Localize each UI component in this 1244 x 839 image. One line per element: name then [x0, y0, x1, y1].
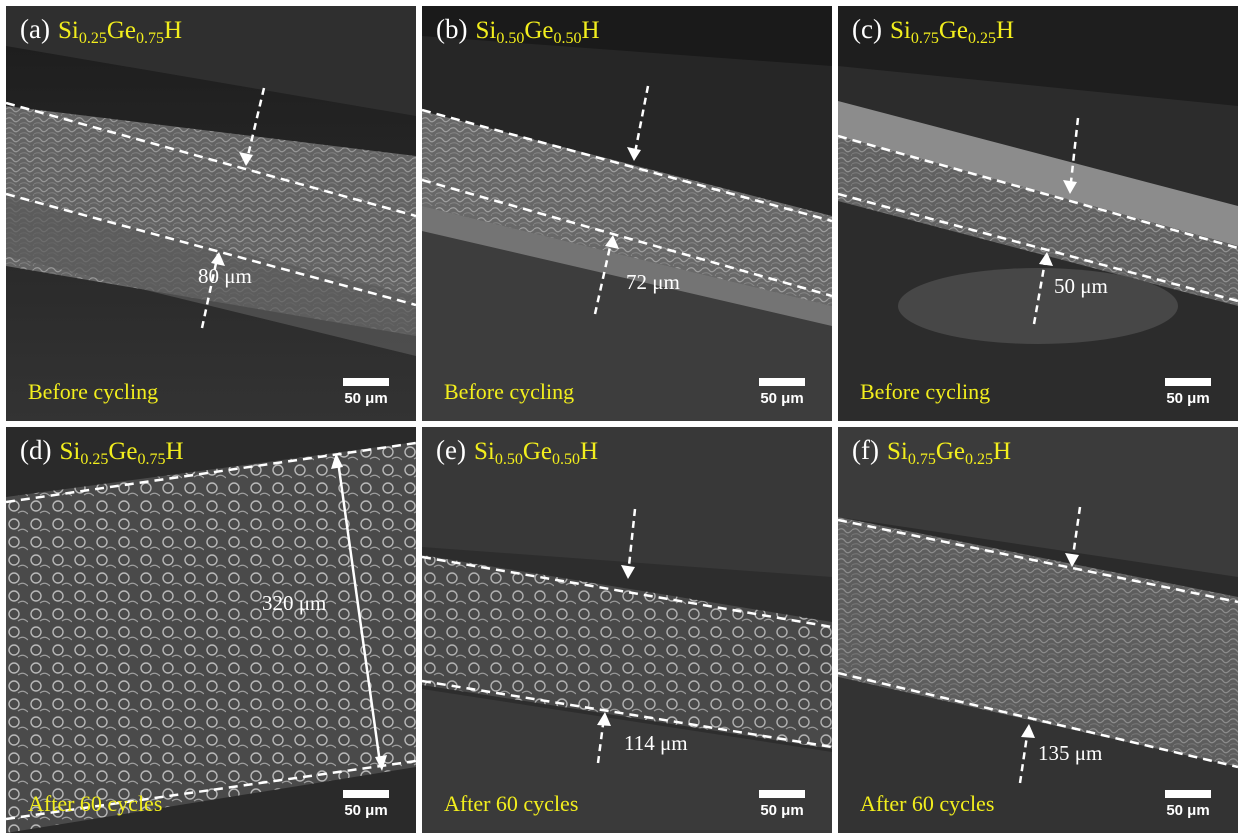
panel-letter: (b)	[436, 14, 468, 44]
sem-panel-a: (a) Si0.25Ge0.75H 80 μm Before cycling 50…	[6, 6, 416, 421]
sem-image-f	[838, 427, 1238, 833]
thickness-label-e: 114 μm	[624, 731, 688, 755]
scale-bar-b: 50 μm	[750, 378, 814, 407]
panel-label-b: (b) Si0.50Ge0.50H	[436, 12, 600, 56]
sem-image-d	[6, 427, 416, 833]
thickness-label-a: 80 μm	[198, 264, 252, 288]
panel-letter: (e)	[436, 435, 466, 465]
ge-subscript: 0.50	[553, 30, 582, 47]
scale-bar-text: 50 μm	[1166, 802, 1210, 819]
ge-subscript: 0.75	[137, 451, 166, 468]
sem-image-e	[422, 427, 832, 833]
scale-bar-e: 50 μm	[750, 790, 814, 819]
scale-bar-line	[1165, 790, 1211, 798]
panel-label-e: (e) Si0.50Ge0.50H	[436, 433, 598, 477]
sem-panel-b: (b) Si0.50Ge0.50H 72 μm Before cycling 50…	[422, 6, 832, 421]
si-subscript: 0.25	[78, 30, 107, 47]
panel-letter: (d)	[20, 435, 52, 465]
sem-image-a	[6, 6, 416, 421]
sem-image-b	[422, 6, 832, 421]
panel-letter: (f)	[852, 435, 879, 465]
scale-bar-line	[759, 378, 805, 386]
sem-panel-f: (f) Si0.75Ge0.25H 135 μm After 60 cycles …	[838, 427, 1238, 833]
scale-bar-line	[343, 790, 389, 798]
panel-label-a: (a) Si0.25Ge0.75H	[20, 12, 182, 56]
scale-bar-a: 50 μm	[334, 378, 398, 407]
scale-bar-c: 50 μm	[1156, 378, 1220, 407]
thickness-label-f: 135 μm	[1038, 741, 1103, 765]
sem-panel-c: (c) Si0.75Ge0.25H 50 μm Before cycling 50…	[838, 6, 1238, 421]
cycling-state-e: After 60 cycles	[444, 791, 579, 816]
thickness-label-b: 72 μm	[626, 270, 680, 294]
scale-bar-line	[759, 790, 805, 798]
cycling-state-a: Before cycling	[28, 379, 159, 404]
scale-bar-text: 50 μm	[760, 802, 804, 819]
scale-bar-text: 50 μm	[344, 390, 388, 407]
cycling-state-d: After 60 cycles	[28, 791, 163, 816]
scale-bar-d: 50 μm	[334, 790, 398, 819]
ge-subscript: 0.25	[967, 30, 996, 47]
scale-bar-text: 50 μm	[1166, 390, 1210, 407]
cycling-state-b: Before cycling	[444, 379, 575, 404]
scale-bar-line	[1165, 378, 1211, 386]
scale-bar-f: 50 μm	[1156, 790, 1220, 819]
scale-bar-line	[343, 378, 389, 386]
ge-subscript: 0.75	[135, 30, 164, 47]
scale-bar-text: 50 μm	[760, 390, 804, 407]
ge-subscript: 0.50	[551, 451, 580, 468]
composition-label: Si0.50Ge0.50H	[475, 17, 600, 47]
scale-bar-text: 50 μm	[344, 802, 388, 819]
cycling-state-f: After 60 cycles	[860, 791, 995, 816]
composition-label: Si0.25Ge0.75H	[59, 438, 184, 468]
composition-label: Si0.50Ge0.50H	[473, 438, 599, 468]
si-subscript: 0.25	[80, 451, 109, 468]
cycling-state-c: Before cycling	[860, 379, 991, 404]
panel-letter: (a)	[20, 14, 50, 44]
sem-panel-d: (d) Si0.25Ge0.75H 320 μm After 60 cycles …	[6, 427, 416, 833]
si-subscript: 0.50	[496, 30, 525, 47]
panel-label-d: (d) Si0.25Ge0.75H	[20, 433, 184, 477]
panel-label-f: (f) Si0.75Ge0.25H	[852, 433, 1011, 477]
sem-image-c	[838, 6, 1238, 421]
si-subscript: 0.75	[907, 451, 936, 468]
composition-label: Si0.75Ge0.25H	[886, 438, 1012, 468]
composition-label: Si0.75Ge0.25H	[889, 17, 1015, 47]
sem-panel-e: (e) Si0.50Ge0.50H 114 μm After 60 cycles …	[422, 427, 832, 833]
si-subscript: 0.50	[494, 451, 523, 468]
thickness-label-d: 320 μm	[262, 591, 327, 615]
si-subscript: 0.75	[910, 30, 939, 47]
panel-label-c: (c) Si0.75Ge0.25H	[852, 12, 1014, 56]
ge-subscript: 0.25	[965, 451, 993, 468]
panel-letter: (c)	[852, 14, 882, 44]
composition-label: Si0.25Ge0.75H	[57, 17, 183, 47]
thickness-label-c: 50 μm	[1054, 274, 1108, 298]
